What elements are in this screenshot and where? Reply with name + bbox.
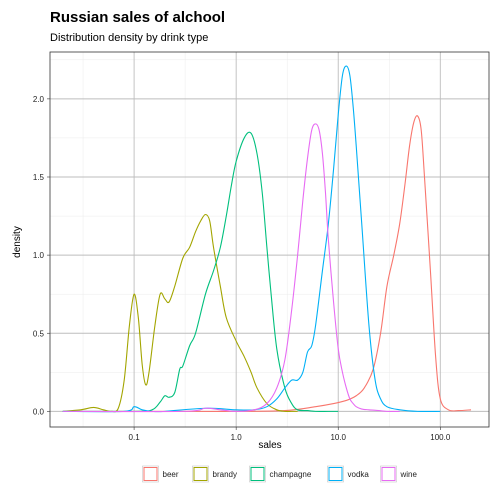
legend-label-beer: beer — [163, 470, 179, 479]
legend-key-box — [380, 465, 397, 483]
legend: beer brandy champagne vodka wine — [142, 465, 418, 483]
density-curves — [62, 65, 472, 413]
series-line-wine — [62, 123, 400, 413]
x-tick-label: 0.1 — [129, 433, 141, 442]
legend-key-box — [192, 465, 209, 483]
y-axis-label: density — [12, 226, 23, 258]
series-line-beer — [62, 115, 472, 412]
legend-key-wine — [381, 467, 396, 481]
legend-key-box — [142, 465, 159, 483]
x-tick-label: 100.0 — [430, 433, 451, 442]
legend-label-vodka: vodka — [348, 470, 370, 479]
legend-key-champagne — [250, 467, 265, 481]
y-tick-label: 0.5 — [33, 329, 45, 338]
legend-key-brandy — [193, 467, 208, 481]
chart-subtitle: Distribution density by drink type — [50, 32, 209, 44]
legend-key-beer — [143, 467, 158, 481]
x-tick-label: 1.0 — [231, 433, 243, 442]
axis-ticks: 0.1 1.0 10.0 100.0 0.0 0.5 1.0 1.5 2.0 — [33, 95, 451, 442]
y-tick-label: 2.0 — [33, 95, 45, 104]
chart-title: Russian sales of alchool — [50, 9, 226, 26]
y-tick-label: 0.0 — [33, 407, 45, 416]
x-tick-label: 10.0 — [330, 433, 346, 442]
series-line-vodka — [62, 65, 441, 413]
legend-label-champagne: champagne — [270, 470, 312, 479]
legend-label-brandy: brandy — [213, 470, 237, 479]
legend-key-box — [327, 465, 344, 483]
legend-key-box — [249, 465, 266, 483]
legend-label-wine: wine — [400, 470, 418, 479]
y-tick-label: 1.5 — [33, 173, 45, 182]
series-line-champagne — [62, 131, 339, 413]
grid-lines — [50, 52, 489, 427]
plot-panel-border — [49, 51, 490, 428]
legend-key-vodka — [328, 467, 343, 481]
y-tick-label: 1.0 — [33, 251, 45, 260]
x-axis-label: sales — [258, 440, 281, 451]
series-line-brandy — [62, 213, 298, 413]
